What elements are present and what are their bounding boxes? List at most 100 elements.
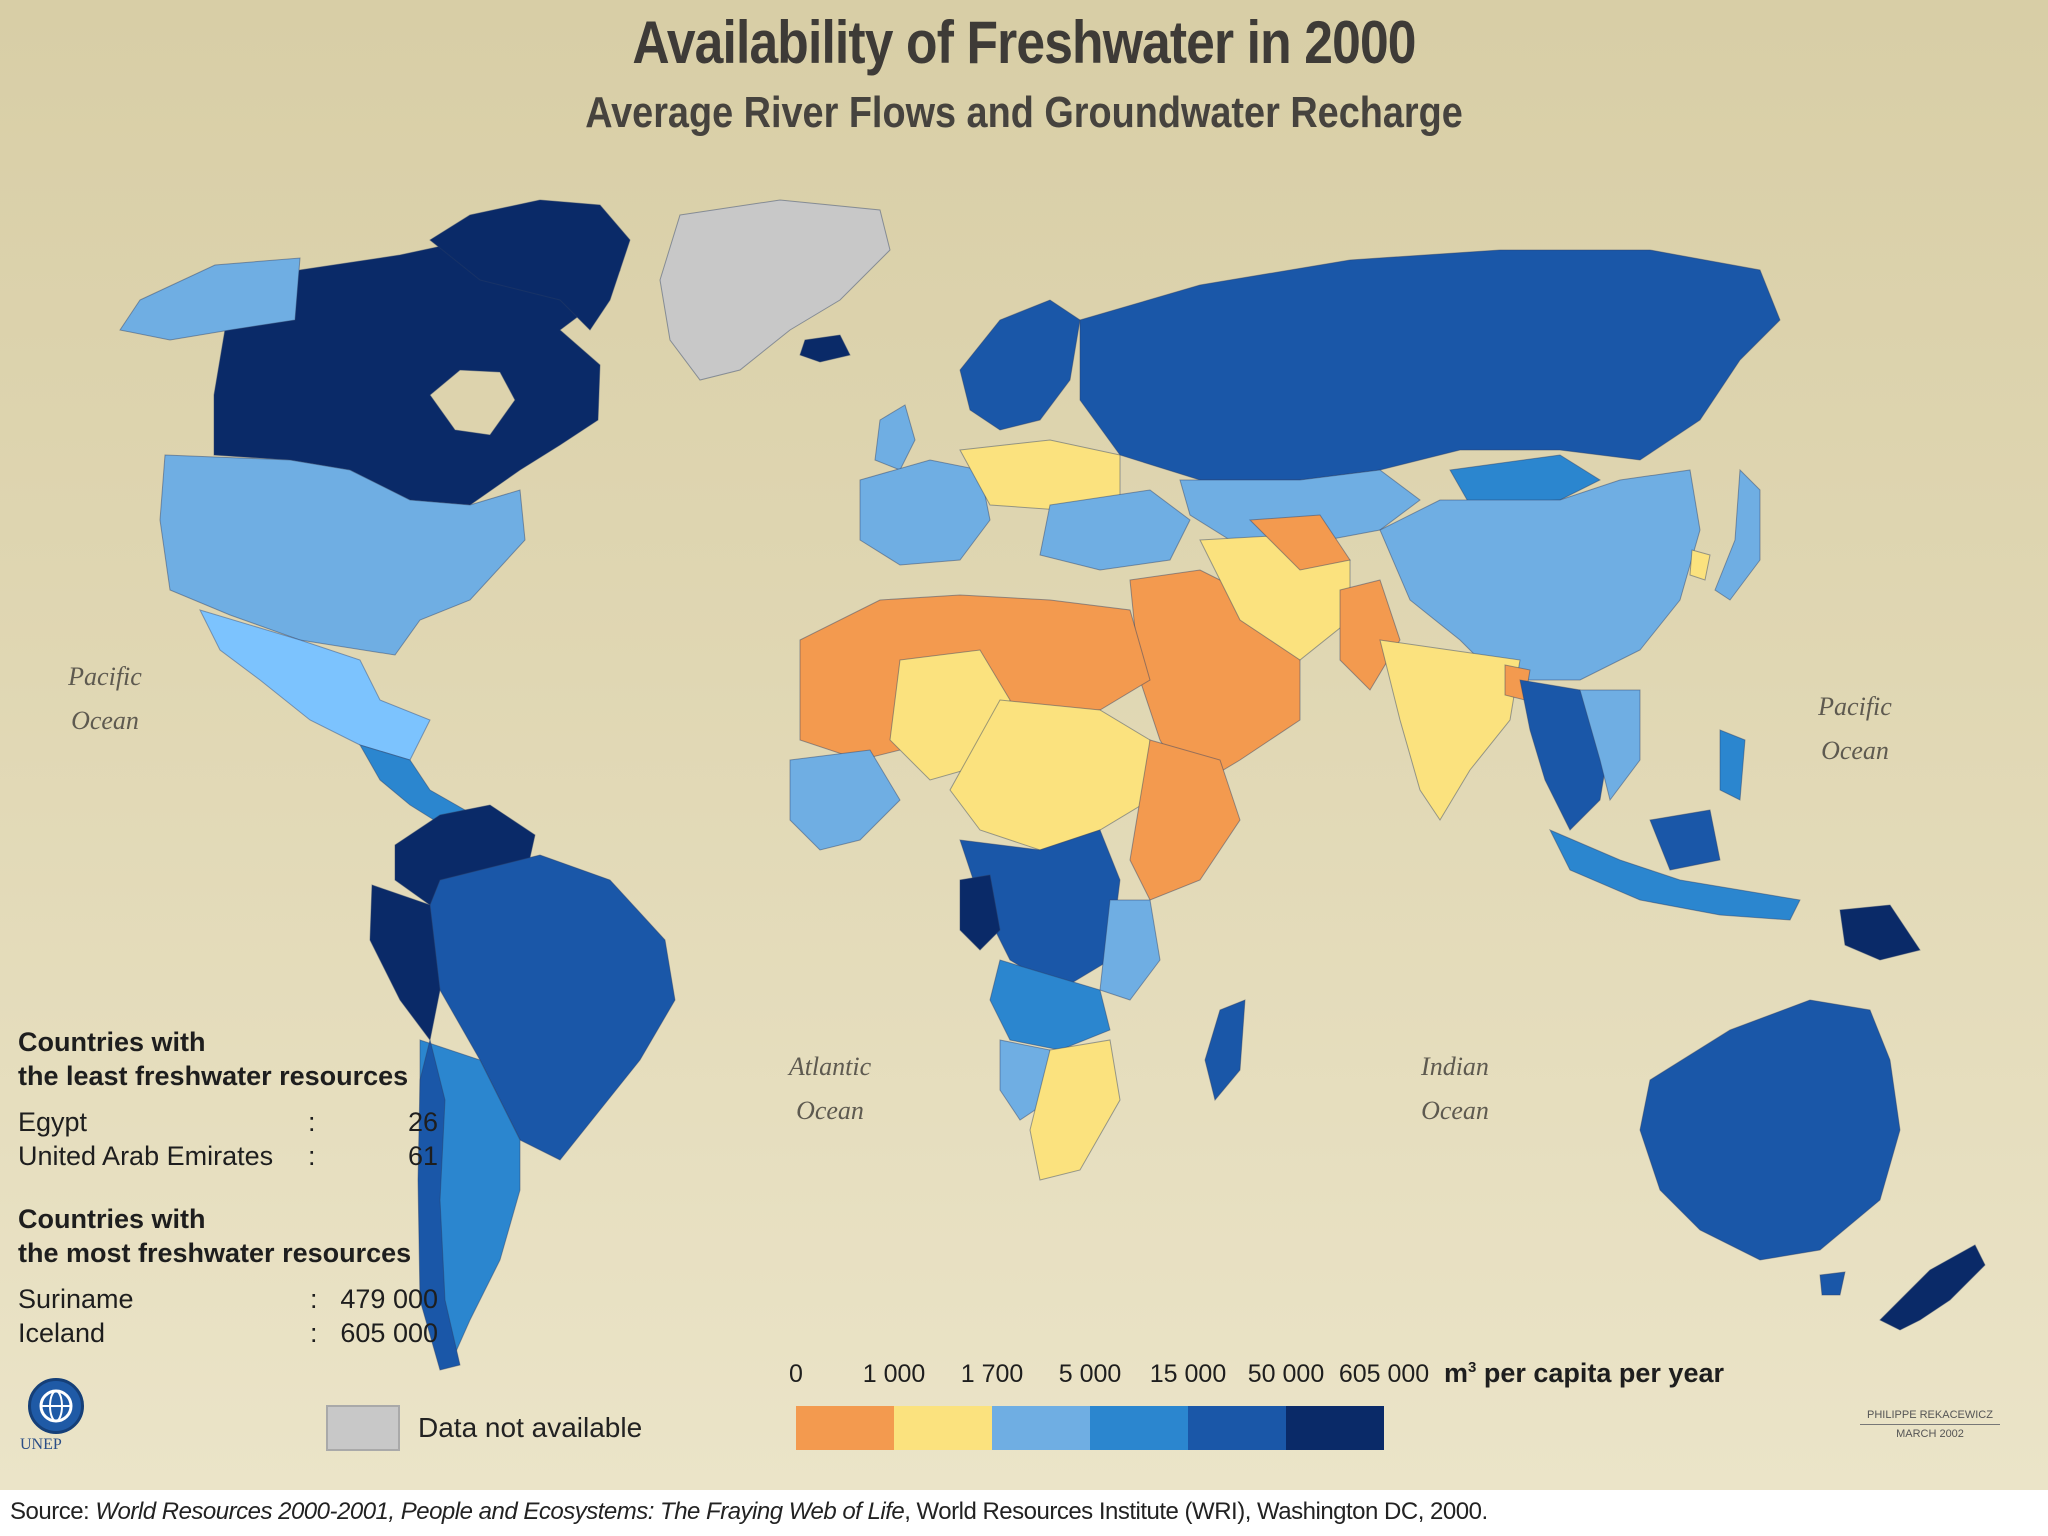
region-uk xyxy=(874,404,916,471)
least-heading-line-2: the least freshwater resources xyxy=(18,1061,409,1091)
world-map xyxy=(119,199,1986,1371)
region-borneo xyxy=(1649,809,1721,871)
region-madagascar xyxy=(1204,999,1246,1102)
credit-author: PHILIPPE REKACEWICZ xyxy=(1867,1409,1993,1421)
most-heading-line-1: Countries with xyxy=(18,1204,206,1234)
ocean-label-line: Indian xyxy=(1421,1052,1489,1081)
most-heading-line-2: the most freshwater resources xyxy=(18,1238,412,1268)
legend-swatch-2 xyxy=(894,1406,992,1450)
most-row-suriname: Suriname : 479 000 xyxy=(18,1282,438,1316)
legend-tick-label: 1 700 xyxy=(960,1360,1024,1388)
ocean-label-indian: Indian Ocean xyxy=(1400,1045,1510,1133)
country-name: Egypt xyxy=(18,1107,88,1137)
value: 26 xyxy=(407,1107,438,1137)
most-row-iceland: Iceland : 605 000 xyxy=(18,1316,438,1350)
least-row-uae: United Arab Emirates : 61 xyxy=(18,1139,438,1173)
legend-swatch-4 xyxy=(1090,1406,1188,1450)
region-indonesia xyxy=(1548,829,1801,921)
country-name: Suriname xyxy=(18,1284,134,1314)
legend-tick-label: 0 xyxy=(789,1360,803,1388)
region-southeast-asia-medium xyxy=(1579,689,1641,802)
unit-superscript: 3 xyxy=(1468,1359,1477,1376)
region-new-zealand xyxy=(1879,1244,1986,1331)
country-name: United Arab Emirates xyxy=(18,1141,274,1171)
separator: : xyxy=(308,1141,316,1171)
region-east-africa xyxy=(1099,899,1161,1001)
credit-divider xyxy=(1860,1424,2000,1425)
region-philippines xyxy=(1719,729,1746,801)
legend-na-swatch xyxy=(326,1405,400,1451)
legend-swatch-6 xyxy=(1286,1406,1384,1450)
legend-swatch-1 xyxy=(796,1406,894,1450)
unit-suffix: per capita per year xyxy=(1476,1358,1724,1388)
region-scandinavia xyxy=(959,299,1081,431)
least-heading: Countries with the least freshwater reso… xyxy=(18,1025,408,1093)
legend-color-bar xyxy=(796,1406,1384,1450)
most-heading: Countries with the most freshwater resou… xyxy=(18,1202,411,1270)
separator: : xyxy=(310,1318,318,1348)
region-central-asia-dry xyxy=(1248,514,1351,571)
ocean-label-line: Pacific xyxy=(68,662,142,691)
source-publisher: , World Resources Institute (WRI), Washi… xyxy=(904,1498,1488,1525)
region-iceland xyxy=(799,334,851,363)
map-title: Availability of Freshwater in 2000 xyxy=(632,9,1416,76)
legend-na-label: Data not available xyxy=(418,1412,643,1443)
ocean-label-line: Ocean xyxy=(796,1096,864,1125)
legend-tick-label: 50 000 xyxy=(1247,1360,1325,1388)
region-russia xyxy=(1079,249,1781,481)
region-chile xyxy=(417,1039,461,1371)
legend-tick-label: 1 000 xyxy=(862,1360,926,1388)
region-australia xyxy=(1639,999,1901,1261)
region-greenland xyxy=(659,199,891,381)
footer-strip xyxy=(0,1490,2048,1536)
legend-unit: m3 per capita per year xyxy=(1444,1358,1724,1389)
ocean-label-line: Pacific xyxy=(1818,692,1892,721)
region-india xyxy=(1379,639,1521,821)
ocean-label-line: Ocean xyxy=(71,706,139,735)
value: 605 000 xyxy=(340,1318,438,1348)
ocean-label-pacific-left: Pacific Ocean xyxy=(50,655,160,743)
region-papua xyxy=(1839,904,1921,961)
region-canada-islands xyxy=(429,199,631,331)
unep-logo-text: UNEP xyxy=(20,1436,62,1453)
unit-prefix: m xyxy=(1444,1358,1469,1388)
map-subtitle: Average River Flows and Groundwater Rech… xyxy=(585,88,1463,137)
region-usa xyxy=(159,454,526,656)
unep-logo-icon xyxy=(28,1378,84,1434)
credit-date: MARCH 2002 xyxy=(1896,1428,1964,1440)
region-japan xyxy=(1714,468,1761,601)
legend-tick-label: 605 000 xyxy=(1338,1360,1430,1388)
ocean-label-atlantic: Atlantic Ocean xyxy=(775,1045,885,1133)
source-prefix: Source: xyxy=(10,1498,96,1525)
least-row-egypt: Egypt : 26 xyxy=(18,1105,438,1139)
value: 479 000 xyxy=(340,1284,438,1314)
separator: : xyxy=(308,1107,316,1137)
region-eastern-europe xyxy=(1039,489,1191,571)
ocean-label-pacific-right: Pacific Ocean xyxy=(1800,685,1910,773)
legend-tick-label: 15 000 xyxy=(1149,1360,1227,1388)
region-west-europe xyxy=(859,459,991,566)
legend-swatch-5 xyxy=(1188,1406,1286,1450)
region-korea xyxy=(1689,549,1711,581)
region-pakistan xyxy=(1339,579,1401,691)
region-mongolia xyxy=(1449,454,1602,506)
ocean-label-line: Atlantic xyxy=(788,1052,872,1081)
region-tasmania xyxy=(1819,1271,1846,1296)
region-south-africa xyxy=(1029,1039,1121,1181)
ocean-label-line: Ocean xyxy=(1821,736,1889,765)
map-credit: PHILIPPE REKACEWICZ MARCH 2002 xyxy=(1840,1408,2020,1441)
separator: : xyxy=(310,1284,318,1314)
legend-swatch-3 xyxy=(992,1406,1090,1450)
source-citation: Source: World Resources 2000-2001, Peopl… xyxy=(10,1498,1488,1526)
region-peru xyxy=(369,884,441,1042)
ocean-label-line: Ocean xyxy=(1421,1096,1489,1125)
region-west-africa xyxy=(789,749,901,851)
country-name: Iceland xyxy=(18,1318,106,1348)
region-hudson-bay xyxy=(429,369,516,436)
globe-icon xyxy=(39,1389,73,1423)
region-alaska xyxy=(119,257,301,341)
value: 61 xyxy=(407,1141,438,1171)
region-horn-africa xyxy=(1129,739,1241,901)
region-china xyxy=(1379,469,1701,681)
source-work: World Resources 2000-2001, People and Ec… xyxy=(95,1498,905,1525)
